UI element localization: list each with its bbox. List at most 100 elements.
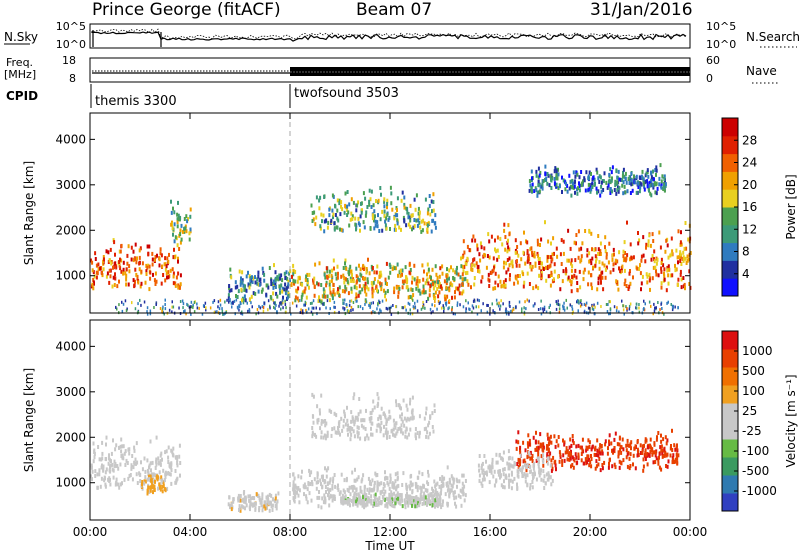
range-gate-cell — [390, 305, 392, 309]
range-gate-cell — [480, 309, 482, 313]
range-gate-cell — [637, 241, 640, 246]
range-gate-cell — [569, 246, 572, 251]
range-gate-cell — [533, 189, 536, 193]
range-gate-cell — [351, 217, 354, 221]
range-gate-cell — [529, 450, 532, 455]
range-gate-cell — [357, 431, 360, 436]
range-gate-cell — [177, 259, 179, 264]
range-gate-cell — [108, 268, 111, 273]
range-gate-cell — [280, 273, 283, 278]
range-gate-cell — [579, 445, 582, 450]
range-gate-cell — [138, 255, 141, 260]
range-gate-cell — [485, 265, 488, 270]
range-gate-cell — [354, 478, 357, 483]
range-gate-cell — [300, 475, 303, 480]
range-gate-cell — [118, 485, 121, 490]
range-gate-cell — [650, 183, 653, 188]
range-gate-cell — [565, 269, 568, 274]
range-gate-cell — [653, 177, 655, 182]
range-gate-cell — [549, 303, 551, 307]
range-gate-cell — [635, 190, 638, 195]
range-gate-cell — [537, 464, 540, 469]
range-gate-cell — [351, 273, 353, 278]
range-gate-cell — [400, 227, 402, 232]
range-gate-cell — [547, 477, 550, 482]
range-gate-cell — [440, 286, 443, 291]
range-gate-cell — [261, 496, 264, 501]
range-gate-cell — [573, 458, 576, 463]
range-gate-cell — [301, 298, 303, 302]
nsearch-label: N.Search — [746, 30, 800, 44]
range-gate-cell — [455, 504, 458, 509]
range-gate-cell — [275, 506, 278, 511]
range-gate-cell — [340, 416, 343, 421]
range-gate-cell — [663, 453, 665, 458]
range-gate-cell — [417, 501, 420, 506]
range-gate-cell — [600, 305, 602, 308]
range-gate-cell — [506, 240, 509, 245]
range-gate-cell — [118, 260, 121, 264]
range-gate-cell — [118, 303, 120, 307]
range-gate-cell — [337, 218, 340, 223]
range-gate-cell — [654, 265, 657, 270]
range-gate-cell — [403, 205, 406, 210]
range-gate-cell — [414, 432, 417, 437]
range-gate-cell — [533, 254, 536, 259]
colorbar-tick-label: -1000 — [742, 484, 777, 498]
range-gate-cell — [685, 261, 688, 265]
range-gate-cell — [408, 484, 411, 489]
range-gate-cell — [378, 299, 380, 303]
range-gate-cell — [151, 474, 154, 479]
range-gate-cell — [502, 280, 505, 285]
range-gate-cell — [597, 252, 600, 256]
range-gate-cell — [550, 241, 552, 246]
range-gate-cell — [550, 270, 553, 275]
range-gate-cell — [434, 300, 436, 303]
range-gate-cell — [594, 447, 596, 452]
range-gate-cell — [145, 272, 148, 276]
range-gate-cell — [628, 456, 631, 461]
range-gate-cell — [456, 301, 459, 305]
range-gate-cell — [343, 412, 346, 417]
range-gate-cell — [626, 443, 629, 448]
range-gate-cell — [297, 299, 300, 303]
range-gate-cell — [396, 218, 399, 223]
range-gate-cell — [176, 243, 179, 248]
range-gate-cell — [385, 502, 388, 507]
range-gate-cell — [305, 308, 307, 312]
range-gate-cell — [395, 227, 397, 232]
range-gate-cell — [650, 257, 653, 262]
cpid-segment-1: twofsound 3503 — [294, 86, 399, 101]
range-gate-cell — [464, 493, 467, 498]
range-gate-cell — [167, 471, 170, 475]
range-gate-cell — [160, 281, 163, 286]
range-gate-cell — [674, 457, 677, 462]
range-gate-cell — [308, 468, 311, 473]
range-gate-cell — [265, 503, 268, 507]
range-gate-cell — [571, 305, 573, 308]
range-gate-cell — [527, 444, 530, 449]
range-gate-cell — [230, 301, 233, 305]
range-gate-cell — [159, 459, 162, 464]
range-gate-cell — [400, 493, 403, 498]
range-gate-cell — [418, 497, 421, 502]
range-gate-cell — [239, 498, 242, 503]
range-gate-cell — [320, 393, 323, 398]
range-gate-cell — [575, 444, 578, 449]
range-gate-cell — [642, 468, 645, 473]
range-gate-cell — [455, 271, 458, 276]
range-gate-cell — [331, 486, 334, 491]
range-gate-cell — [490, 270, 493, 275]
range-gate-cell — [149, 439, 152, 444]
range-gate-cell — [342, 306, 344, 310]
range-gate-cell — [530, 186, 533, 190]
range-gate-cell — [342, 266, 345, 270]
range-gate-cell — [395, 206, 398, 210]
range-gate-cell — [642, 457, 645, 462]
range-gate-cell — [400, 406, 402, 411]
range-gate-cell — [109, 465, 111, 470]
freq-tick-low: 8 — [69, 72, 76, 85]
range-gate-cell — [394, 501, 397, 506]
range-gate-cell — [266, 499, 269, 504]
range-gate-cell — [622, 170, 624, 175]
